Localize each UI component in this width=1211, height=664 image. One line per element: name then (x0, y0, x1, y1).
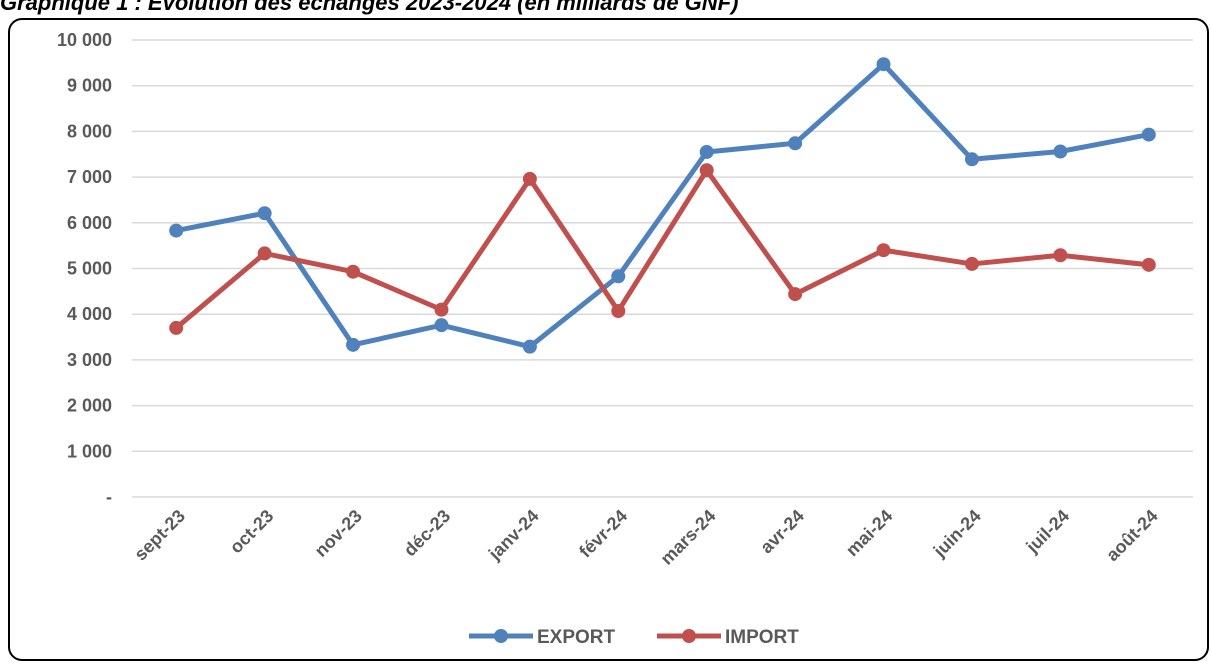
data-point-export (1141, 127, 1156, 142)
y-tick-label: 3 000 (67, 350, 112, 370)
legend-label-import: IMPORT (725, 627, 799, 648)
y-axis-ticks: - 1 000 2 000 3 000 4 000 5 000 6 000 7 000 8 00… (57, 30, 112, 507)
data-point-import (169, 320, 184, 335)
data-point-import (1141, 257, 1156, 272)
x-tick-label: août-24 (1102, 506, 1161, 565)
data-point-export (699, 144, 714, 159)
x-tick-label: févr-24 (575, 506, 631, 562)
data-point-export (257, 206, 272, 221)
y-tick-label: 4 000 (67, 304, 112, 324)
data-point-export (611, 269, 626, 284)
gridlines (132, 39, 1193, 498)
data-point-import (346, 264, 361, 279)
data-point-export (346, 337, 361, 352)
data-point-export (522, 339, 537, 354)
data-point-export (788, 136, 803, 151)
data-point-export (1053, 144, 1068, 159)
x-tick-label: mars-24 (657, 506, 720, 569)
x-tick-label: sept-23 (130, 506, 189, 565)
series-layer (169, 57, 1156, 354)
x-tick-label: nov-23 (311, 506, 366, 561)
x-tick-label: déc-23 (400, 506, 454, 560)
y-tick-label: 2 000 (67, 396, 112, 416)
data-point-import (522, 171, 537, 186)
data-point-import (611, 304, 626, 319)
y-tick-label: 10 000 (57, 30, 112, 50)
x-tick-label: juin-24 (929, 506, 985, 562)
chart-frame (8, 18, 1209, 661)
data-point-import (257, 246, 272, 261)
data-point-import (1053, 248, 1068, 263)
data-point-import (876, 243, 891, 258)
x-tick-label: janv-24 (484, 506, 543, 565)
series-line-import (173, 167, 1152, 331)
legend-marker-export (494, 629, 508, 643)
data-point-import (964, 256, 979, 271)
x-tick-label: mai-24 (842, 506, 896, 560)
x-axis-ticks: sept-23 oct-23 nov-23 déc-23 janv-24 févr-24 m… (130, 506, 1161, 569)
legend-label-export: EXPORT (537, 627, 616, 648)
x-tick-label: avr-24 (756, 506, 808, 558)
legend-marker-import (682, 629, 696, 643)
data-point-export (434, 318, 449, 333)
y-tick-label: 8 000 (67, 121, 112, 141)
data-point-export (964, 152, 979, 167)
data-point-import (699, 163, 714, 178)
data-point-export (876, 57, 891, 72)
y-tick-label: 6 000 (67, 213, 112, 233)
data-point-import (434, 302, 449, 317)
y-tick-label: 7 000 (67, 167, 112, 187)
y-tick-label: 9 000 (67, 76, 112, 96)
series-line-export (173, 61, 1152, 350)
x-tick-label: oct-23 (226, 506, 278, 558)
y-tick-label: - (106, 487, 112, 507)
y-tick-label: 1 000 (67, 441, 112, 461)
chart-caption: Graphique 1 : Évolution des échanges 202… (0, 0, 739, 15)
y-tick-label: 5 000 (67, 259, 112, 279)
data-point-import (788, 287, 803, 302)
data-point-export (169, 223, 184, 238)
x-tick-label: juil-24 (1022, 506, 1074, 558)
legend: EXPORT IMPORT (469, 627, 799, 648)
